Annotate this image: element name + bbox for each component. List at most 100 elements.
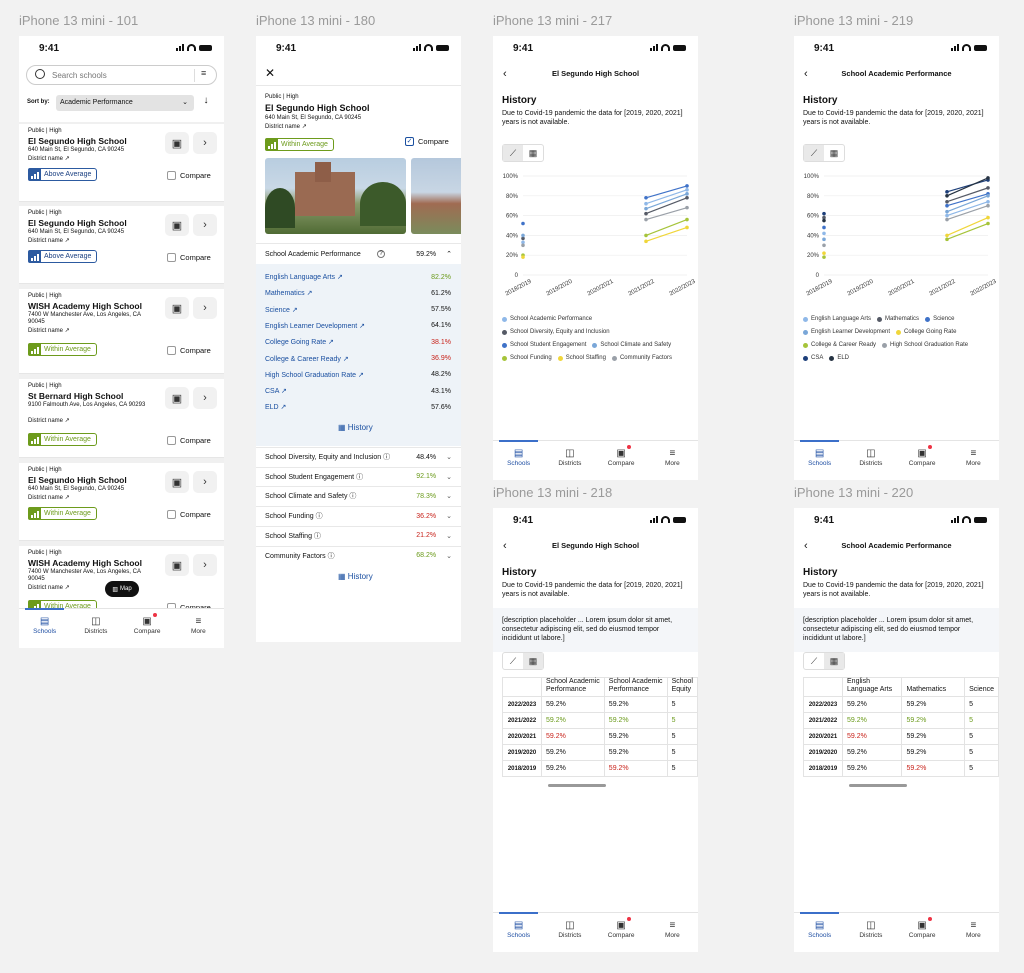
tab-compare[interactable]: ▣ Compare [596,913,647,952]
school-card[interactable]: Public | High St Bernard High School 9100 … [19,379,224,458]
open-details-button[interactable]: › [193,471,217,493]
district-link[interactable]: District name ↗ [28,156,70,162]
tab-compare[interactable]: ▣ Compare [897,913,948,952]
history-link[interactable]: ▦ History [338,572,373,581]
school-photo[interactable] [265,158,406,234]
tab-schools[interactable]: ▤ Schools [493,912,544,952]
compare-checkbox[interactable]: Compare [167,253,211,262]
open-details-button[interactable]: › [193,554,217,576]
district-link[interactable]: District name ↗ [265,124,307,130]
open-details-button[interactable]: › [193,214,217,236]
metric-row[interactable]: English Learner Development ↗ 64.1% [265,318,451,334]
section-row[interactable]: School Climate and Safety ⓘ 78.3% ⌄ [256,486,461,505]
history-table-wrap[interactable]: English Language Arts Mathematics Science 2… [803,677,999,777]
tab-compare[interactable]: ▣ Compare [122,609,173,648]
school-card[interactable]: Public | High El Segundo High School 640 M… [19,124,224,202]
tab-more[interactable]: ≡ More [647,913,698,952]
school-card[interactable]: Public | High WISH Academy High School 740… [19,289,224,374]
back-icon[interactable]: ‹ [503,68,507,80]
line-chart-icon[interactable]: ⟋ [810,655,818,666]
table-icon[interactable]: ▦ [523,653,543,669]
tab-schools[interactable]: ▤ Schools [794,912,845,952]
section-row[interactable]: Community Factors ⓘ 68.2% ⌄ [256,545,461,565]
history-link[interactable]: ▦ History [338,423,373,432]
tab-compare[interactable]: ▣ Compare [596,441,647,480]
y-tick-label: 20% [506,253,519,259]
metric-row[interactable]: English Language Arts ↗ 82.2% [265,269,451,285]
scrollbar[interactable] [548,784,606,787]
tab-districts[interactable]: ◫ Districts [544,913,595,952]
table-icon[interactable]: ▦ [528,147,538,158]
metric-row[interactable]: ELD ↗ 57.6% [265,399,451,415]
metric-row[interactable]: Science ↗ 57.5% [265,302,451,318]
sort-select[interactable]: Academic Performance ⌄ [56,95,194,111]
district-link[interactable]: District name ↗ [28,495,70,501]
back-icon[interactable]: ‹ [804,540,808,552]
photos-button[interactable]: ▣ [165,387,189,409]
metric-row[interactable]: Mathematics ↗ 61.2% [265,285,451,301]
district-link[interactable]: District name ↗ [28,585,70,591]
filter-icon[interactable]: ≡ [201,68,207,78]
line-chart-icon[interactable]: ⟋ [804,145,824,161]
tab-more[interactable]: ≡ More [173,609,224,648]
school-card[interactable]: Public | High El Segundo High School 640 M… [19,206,224,284]
district-link[interactable]: District name ↗ [28,418,70,424]
legend-swatch [882,342,888,348]
search-bar[interactable]: Search schools ≡ [26,65,217,85]
compare-checkbox[interactable]: Compare [167,171,211,180]
photos-button[interactable]: ▣ [165,554,189,576]
tab-districts[interactable]: ◫ Districts [845,913,896,952]
history-table-wrap[interactable]: School Academic Performance School Academ… [502,677,698,777]
photos-button[interactable]: ▣ [165,297,189,319]
compare-checkbox[interactable]: ✓ Compare [405,137,449,146]
compare-label: Compare [418,137,449,146]
section-row[interactable]: School Diversity, Equity and Inclusion ⓘ… [256,447,461,466]
table-icon[interactable]: ▦ [824,653,844,669]
metric-row[interactable]: High School Graduation Rate ↗ 48.2% [265,367,451,383]
school-card[interactable]: Public | High El Segundo High School 640 M… [19,463,224,541]
back-icon[interactable]: ‹ [503,540,507,552]
close-icon[interactable]: ✕ [265,66,276,80]
tab-more[interactable]: ≡ More [948,441,999,480]
metric-row[interactable]: CSA ↗ 43.1% [265,383,451,399]
compare-checkbox[interactable]: Compare [167,510,211,519]
district-link[interactable]: District name ↗ [28,238,70,244]
section-row[interactable]: School Student Engagement ⓘ 92.1% ⌄ [256,466,461,486]
open-details-button[interactable]: › [193,297,217,319]
line-chart-icon[interactable]: ⟋ [503,145,523,161]
line-chart-icon[interactable]: ⟋ [509,655,517,666]
photos-button[interactable]: ▣ [165,471,189,493]
compare-checkbox[interactable]: Compare [167,346,211,355]
history-title: History [803,567,838,578]
legend-item: High School Graduation Rate [882,342,968,348]
map-button[interactable]: ▥ Map [105,581,139,597]
scrollbar[interactable] [849,784,907,787]
tab-schools[interactable]: ▤ Schools [794,440,845,480]
tab-more[interactable]: ≡ More [647,441,698,480]
section-row[interactable]: School Staffing ⓘ 21.2% ⌄ [256,525,461,545]
sort-direction-icon[interactable]: ↓ [203,95,209,106]
school-photo[interactable] [411,158,461,234]
district-link[interactable]: District name ↗ [28,328,70,334]
tab-districts[interactable]: ◫ Districts [845,441,896,480]
metric-row[interactable]: College Going Rate ↗ 38.1% [265,334,451,350]
tab-districts[interactable]: ◫ Districts [70,609,121,648]
tab-districts[interactable]: ◫ Districts [544,441,595,480]
table-icon[interactable]: ▦ [829,147,839,158]
metric-row[interactable]: College & Career Ready ↗ 36.9% [265,351,451,367]
back-icon[interactable]: ‹ [804,68,808,80]
open-details-button[interactable]: › [193,132,217,154]
more-icon: ≡ [195,616,202,627]
academic-section-header[interactable]: School Academic Performance? 59.2% ⌃ [256,243,461,264]
tab-compare[interactable]: ▣ Compare [897,441,948,480]
tab-more[interactable]: ≡ More [948,913,999,952]
compare-checkbox[interactable]: Compare [167,436,211,445]
open-details-button[interactable]: › [193,387,217,409]
photos-button[interactable]: ▣ [165,132,189,154]
tab-schools[interactable]: ▤ Schools [493,440,544,480]
column-header: Science [964,677,999,697]
search-input[interactable]: Search schools [52,71,107,80]
section-row[interactable]: School Funding ⓘ 36.2% ⌄ [256,506,461,525]
photos-button[interactable]: ▣ [165,214,189,236]
tab-schools[interactable]: ▤ Schools [19,608,70,648]
